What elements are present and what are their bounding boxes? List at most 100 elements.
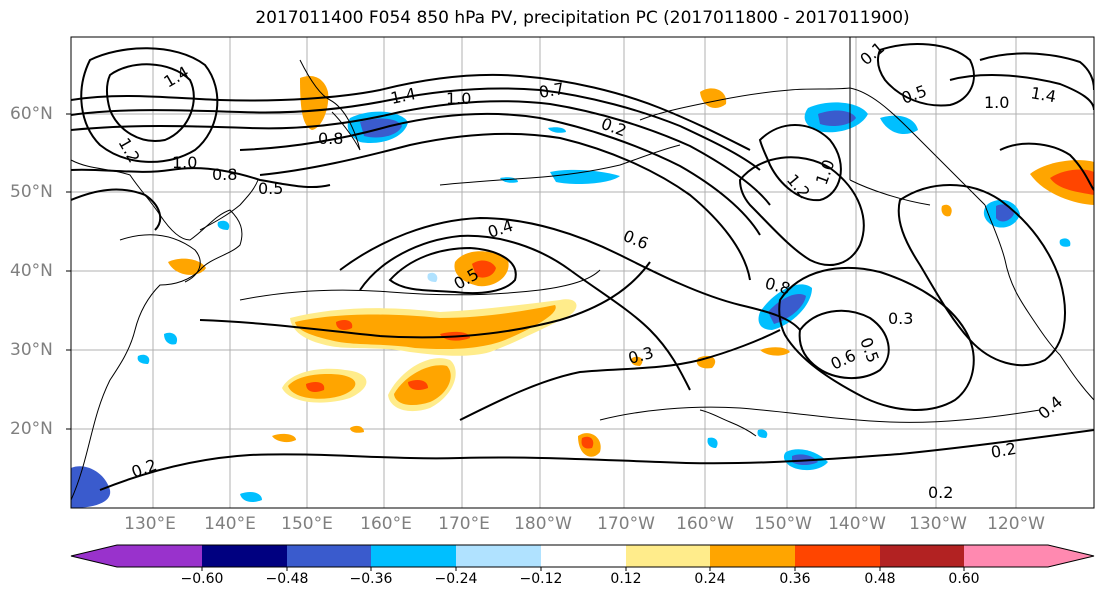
precip-fill [707,437,718,448]
colorbar-swatch [202,545,287,567]
pv-contour [239,112,761,236]
precip-fill [880,115,918,134]
lon-label: 120°W [987,514,1045,534]
precip-fill [408,380,428,390]
precip-fill [1050,169,1094,195]
precip-fill [306,382,325,392]
pv-contour [71,73,751,151]
precip-fill [350,425,364,433]
colorbar-tick-label: 0.12 [610,571,642,587]
precip-fill [500,177,518,183]
precip-fill [631,356,643,366]
pv-contour [71,87,761,171]
precip-fill [757,429,768,438]
lon-label: 130°E [124,514,176,534]
colorbar-tick-label: 0.60 [948,571,980,587]
precip-fill [295,305,556,350]
colorbar-tick-label: −0.12 [519,571,563,587]
map-title: 2017011400 F054 850 hPa PV, precipitatio… [255,8,910,28]
pv-contour [999,142,1094,191]
colorbar-tick-label: 0.36 [779,571,811,587]
contour-label: 1.0 [446,89,471,108]
contour-label: 0.8 [212,165,237,184]
colorbar-swatch [371,545,456,567]
coastline-na-west [984,204,1094,401]
contour-label: 0.5 [258,179,283,198]
precip-fill [581,436,594,449]
contour-label: 1.0 [984,93,1009,112]
lon-label: 160°E [360,514,412,534]
pv-contours [71,43,1094,491]
colorbar-swatch [456,545,541,567]
contour-label: 0.2 [928,483,953,502]
pv-contour [80,47,219,163]
border-canada [849,37,931,206]
pv-contours-thin [119,234,1041,423]
colorbar-swatch [795,545,880,567]
map-panel: 1.4 1.2 1.0 0.8 0.8 0.5 1.4 1.0 0.7 0.2 … [66,36,1095,509]
precip-fill [272,433,296,443]
pv-contour [119,234,201,283]
pv-contour [339,216,801,331]
lat-label: 20°N [10,419,53,439]
lon-label: 180°W [514,514,572,534]
axis-ticks [66,113,71,430]
pv-contour [979,52,1094,91]
pv-contour [798,309,890,380]
pv-contour [738,156,865,266]
colorbar-swatch [287,545,371,567]
precip-fill [336,320,353,330]
lon-label: 170°E [438,514,490,534]
lat-label: 50°N [10,182,53,202]
colorbar-tick-label: −0.24 [434,571,478,587]
pv-contour [359,234,691,391]
pv-contour [778,266,975,411]
colorbar-swatch [626,545,710,567]
precip-fill [164,332,178,345]
precip-fill [548,127,566,133]
colorbar-swatch [541,545,626,567]
lat-label: 60°N [10,104,53,124]
colorbar-tick-label: 0.24 [694,571,726,587]
coastline-japan [199,179,259,231]
precip-fill [427,272,438,282]
contour-label: 0.3 [888,309,913,328]
precip-fill [240,492,262,502]
precip-positive [168,75,1094,457]
lon-label: 140°E [204,514,256,534]
precip-fill [472,260,496,278]
pv-contour [71,167,331,189]
precip-fill [941,204,952,217]
pv-contour [199,261,651,339]
aleutians [439,144,681,186]
precip-fill [168,258,206,275]
contour-label: 0.8 [318,129,343,148]
precip-fill [1059,238,1071,247]
pv-contour [106,63,195,142]
lon-label: 150°E [281,514,333,534]
pv-contour [239,269,601,301]
pv-contour [459,329,781,421]
precip-fill [217,220,230,230]
pv-contour [758,124,842,202]
pv-contour [388,246,517,295]
lon-label: 160°W [676,514,734,534]
colorbar-swatch [710,545,795,567]
coastlines [71,37,1094,501]
hawaii [699,409,757,437]
contour-label: 0.2 [989,439,1017,462]
precip-negative [71,102,1071,508]
contour-label: 1.0 [172,153,197,172]
lon-label: 130°W [909,514,967,534]
precip-fill [818,110,856,126]
lon-label: 170°W [597,514,655,534]
pv-contour [259,132,751,281]
colorbar-tick-label: −0.60 [180,571,224,587]
pv-contour [71,100,771,206]
colorbar-tick-label: −0.36 [349,571,393,587]
lat-label: 30°N [10,340,53,360]
colorbar-swatch [880,545,964,567]
contour-label: 0.7 [537,79,565,102]
colorbar-swatch [964,545,1094,567]
colorbar-tick-label: 0.48 [864,571,896,587]
